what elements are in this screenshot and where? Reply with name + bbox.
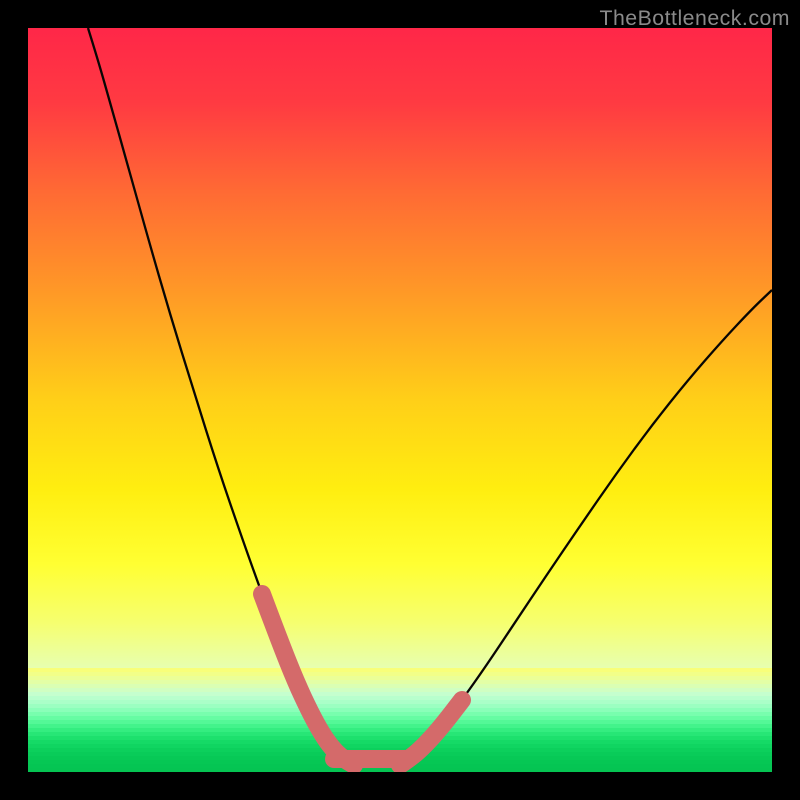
- bottleneck-chart: [28, 28, 772, 772]
